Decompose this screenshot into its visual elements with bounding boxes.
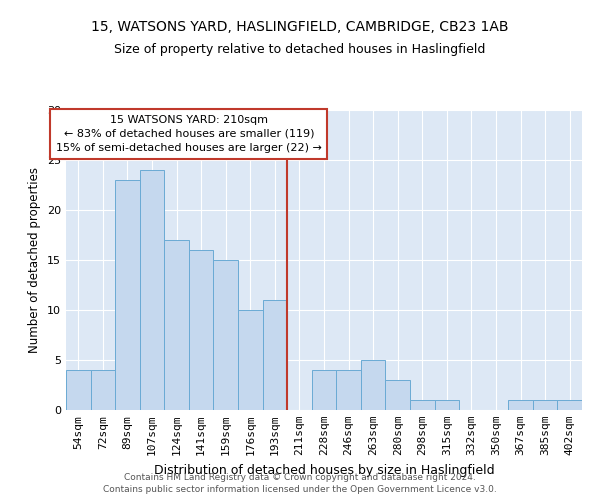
- Bar: [214, 260, 238, 410]
- Bar: [140, 170, 164, 410]
- X-axis label: Distribution of detached houses by size in Haslingfield: Distribution of detached houses by size …: [154, 464, 494, 476]
- Bar: [557, 400, 582, 410]
- Y-axis label: Number of detached properties: Number of detached properties: [28, 167, 41, 353]
- Bar: [410, 400, 434, 410]
- Bar: [508, 400, 533, 410]
- Text: 15, WATSONS YARD, HASLINGFIELD, CAMBRIDGE, CB23 1AB: 15, WATSONS YARD, HASLINGFIELD, CAMBRIDG…: [91, 20, 509, 34]
- Text: Contains public sector information licensed under the Open Government Licence v3: Contains public sector information licen…: [103, 486, 497, 494]
- Bar: [336, 370, 361, 410]
- Text: Size of property relative to detached houses in Haslingfield: Size of property relative to detached ho…: [115, 42, 485, 56]
- Text: Contains HM Land Registry data © Crown copyright and database right 2024.: Contains HM Land Registry data © Crown c…: [124, 473, 476, 482]
- Bar: [385, 380, 410, 410]
- Bar: [66, 370, 91, 410]
- Bar: [361, 360, 385, 410]
- Bar: [115, 180, 140, 410]
- Bar: [91, 370, 115, 410]
- Bar: [238, 310, 263, 410]
- Text: 15 WATSONS YARD: 210sqm
← 83% of detached houses are smaller (119)
15% of semi-d: 15 WATSONS YARD: 210sqm ← 83% of detache…: [56, 115, 322, 153]
- Bar: [164, 240, 189, 410]
- Bar: [312, 370, 336, 410]
- Bar: [189, 250, 214, 410]
- Bar: [263, 300, 287, 410]
- Bar: [434, 400, 459, 410]
- Bar: [533, 400, 557, 410]
